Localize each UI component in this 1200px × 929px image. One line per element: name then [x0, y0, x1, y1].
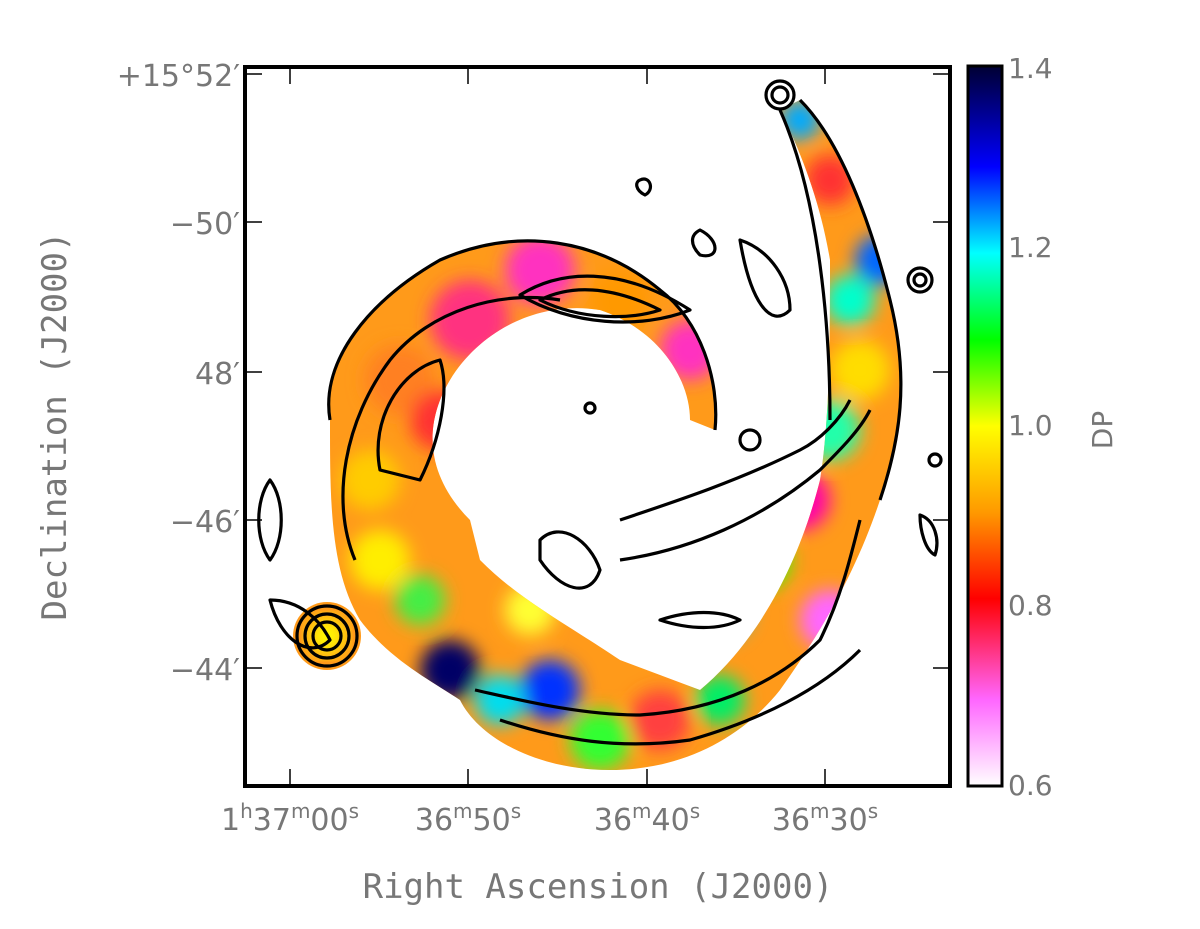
- y-tick-labels: +15°52′ −50′ 48′ −46′ −44′: [117, 59, 240, 688]
- y-axis-title: Declination (J2000): [35, 232, 75, 621]
- colorbar-gradient: [968, 66, 1002, 786]
- plot-frame: [243, 65, 952, 788]
- x-tick-label-3: 36m30s: [772, 799, 878, 838]
- colorbar-tick-label: 1.2: [1008, 231, 1053, 264]
- x-tick-label-0: 1h37m00s: [221, 799, 359, 838]
- dp-colormap-image: [293, 100, 901, 770]
- colorbar-frame: [966, 64, 1004, 788]
- x-tick-label-1: 36m50s: [415, 799, 521, 838]
- y-tick-label: +15°52′: [117, 59, 240, 94]
- y-tick-label: −46′: [170, 505, 240, 540]
- colorbar-tick-label: 1.0: [1008, 409, 1053, 442]
- colorbar-tick-label: 0.6: [1008, 769, 1053, 802]
- y-tick-label: 48′: [195, 357, 240, 392]
- intensity-contours: [257, 79, 943, 746]
- x-axis-title: Right Ascension (J2000): [363, 867, 834, 907]
- colorbar-title: DP: [1086, 411, 1119, 449]
- colorbar-tick-label: 1.4: [1008, 52, 1053, 85]
- y-tick-label: −44′: [170, 653, 240, 688]
- colorbar: 1.4 1.2 1.0 0.8 0.6 DP: [966, 52, 1119, 802]
- axis-ticks: [245, 67, 950, 786]
- colorbar-tick-label: 0.8: [1008, 589, 1053, 622]
- x-tick-label-2: 36m40s: [594, 799, 700, 838]
- x-tick-labels: 1h37m00s 36m50s 36m40s 36m30s: [221, 799, 878, 838]
- y-tick-label: −50′: [170, 207, 240, 242]
